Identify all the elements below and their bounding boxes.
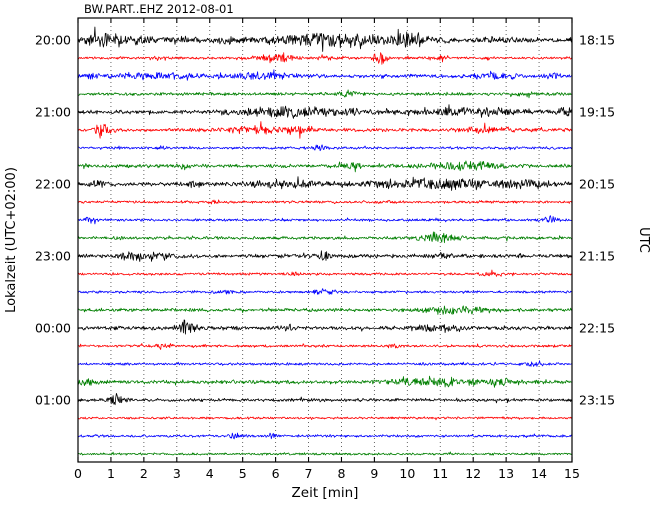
- trace-row: [77, 416, 573, 421]
- left-time-label: 23:00: [35, 249, 71, 264]
- trace-row: [77, 319, 573, 335]
- x-tick-label: 1: [107, 466, 115, 481]
- axes-frame: [77, 17, 573, 463]
- trace-row: [77, 69, 573, 81]
- right-time-label: 21:15: [579, 249, 615, 264]
- trace-row: [77, 215, 573, 225]
- x-tick-label: 6: [272, 466, 280, 481]
- trace-row: [78, 160, 573, 173]
- trace-row: [77, 26, 573, 52]
- left-time-label: 20:00: [35, 33, 71, 48]
- trace-row: [77, 104, 573, 119]
- trace-row: [77, 144, 573, 152]
- x-tick-label: 3: [173, 466, 181, 481]
- x-axis-label: Zeit [min]: [292, 485, 359, 501]
- trace-row: [77, 176, 573, 191]
- left-time-label: 22:00: [35, 177, 71, 192]
- right-time-label: 20:15: [579, 177, 615, 192]
- x-tick-label: 12: [465, 466, 481, 481]
- trace-row: [77, 343, 573, 350]
- x-tick-label: 2: [140, 466, 148, 481]
- y-axis-label-left: Lokalzeit (UTC+02:00): [4, 167, 19, 313]
- right-time-label: 22:15: [579, 321, 615, 336]
- left-time-label: 21:00: [35, 105, 71, 120]
- trace-row: [77, 393, 573, 406]
- trace-row: [77, 52, 573, 65]
- trace-row: [77, 305, 573, 315]
- x-tick-label: 5: [239, 466, 247, 481]
- x-tick-label: 0: [74, 466, 82, 481]
- x-tick-label: 15: [564, 466, 580, 481]
- left-time-label: 01:00: [35, 393, 71, 408]
- x-tick-label: 14: [531, 466, 547, 481]
- trace-row: [77, 199, 573, 205]
- x-tick-label: 9: [370, 466, 378, 481]
- x-tick-label: 4: [206, 466, 214, 481]
- x-tick-label: 10: [399, 466, 415, 481]
- right-time-label: 19:15: [579, 105, 615, 120]
- trace-row: [77, 360, 573, 367]
- trace-row: [77, 121, 573, 139]
- trace-row: [77, 269, 573, 277]
- tick-layer: [77, 18, 573, 462]
- x-tick-label: 8: [337, 466, 345, 481]
- x-tick-label: 11: [432, 466, 448, 481]
- x-tick-label: 7: [305, 466, 313, 481]
- trace-row: [77, 288, 573, 295]
- plot-title: BW.PART..EHZ 2012-08-01: [84, 2, 234, 16]
- y-axis-label-right: UTC: [636, 227, 650, 253]
- trace-row: [77, 231, 573, 244]
- right-time-label: 18:15: [579, 33, 615, 48]
- x-tick-label: 13: [498, 466, 514, 481]
- trace-row: [77, 250, 573, 262]
- trace-layer: [77, 26, 573, 456]
- trace-row: [77, 432, 573, 440]
- right-time-label: 23:15: [579, 393, 615, 408]
- trace-row: [77, 89, 573, 99]
- trace-row: [77, 375, 573, 388]
- trace-row: [77, 451, 573, 456]
- grid-layer: [77, 18, 573, 462]
- left-time-label: 00:00: [35, 321, 71, 336]
